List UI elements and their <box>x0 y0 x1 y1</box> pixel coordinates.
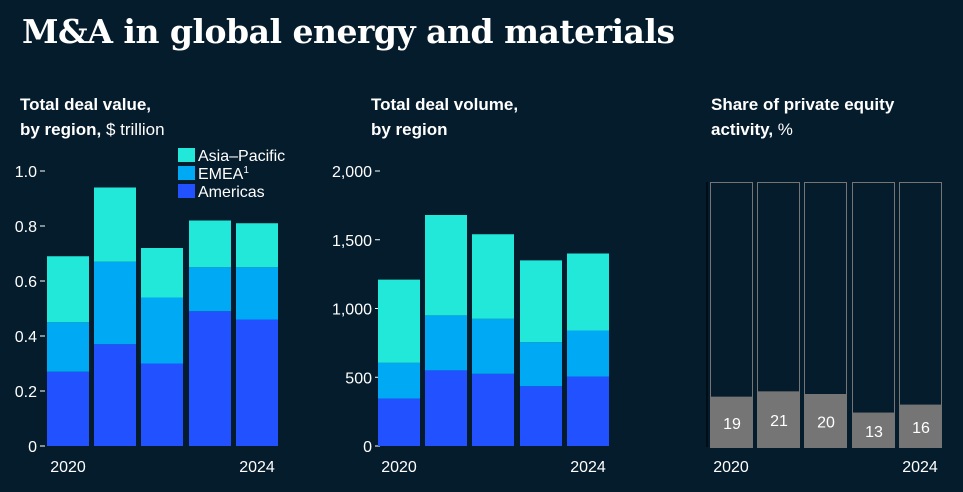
chart2-x-tick-label: 2024 <box>570 459 606 476</box>
chart1-bar-asia-pacific-2020 <box>47 256 89 323</box>
chart1-unit: $ trillion <box>101 120 165 139</box>
chart2-title-line1: Total deal volume, <box>371 95 519 114</box>
chart1-y-tick-label: 0.6 <box>15 274 37 291</box>
chart1-bar-emea-2021 <box>94 261 136 345</box>
chart1-x-tick-label: 2024 <box>239 459 275 476</box>
chart2-bar-emea-2024 <box>567 330 609 377</box>
chart3-bar-2022 <box>804 394 847 448</box>
chart3-bar-2023 <box>852 412 895 448</box>
chart2-x-tick-label: 2020 <box>381 459 417 476</box>
chart2-bar-americas-2020 <box>378 398 420 446</box>
legend-label-1: EMEA1 <box>198 165 249 183</box>
chart1-title-line1: Total deal value, <box>20 95 152 114</box>
chart2-bar-asia-pacific-2024 <box>567 253 609 331</box>
chart2-bar-asia-pacific-2022 <box>472 234 514 319</box>
chart2-bar-emea-2022 <box>472 318 514 374</box>
chart1-title: Total deal value, by region, $ trillion <box>20 92 165 142</box>
chart1-bar-emea-2023 <box>189 267 231 312</box>
chart2-y-tick-label: 1,000 <box>332 302 372 319</box>
chart2-bar-americas-2023 <box>520 386 562 446</box>
chart1-y-tick-label: 0.4 <box>15 329 37 346</box>
chart3-bar-2024 <box>899 404 942 448</box>
chart3-x-tick-label: 2020 <box>713 459 749 476</box>
chart1-bar-americas-2021 <box>94 344 136 446</box>
chart3-title-bold: activity, <box>711 120 774 139</box>
chart3-title: Share of private equity activity, % <box>711 92 894 142</box>
chart3-unit: % <box>773 120 793 139</box>
chart2-bar-americas-2022 <box>472 373 514 446</box>
chart1-title-line2: by region, $ trillion <box>20 117 165 142</box>
chart2-bar-americas-2024 <box>567 376 609 446</box>
chart1-bar-asia-pacific-2023 <box>189 220 231 268</box>
chart3-bar-2021 <box>757 391 800 448</box>
chart2-bar-asia-pacific-2023 <box>520 260 562 343</box>
legend-footnote: 1 <box>243 165 249 176</box>
chart1-bar-emea-2020 <box>47 322 89 372</box>
chart3-data-label: 21 <box>770 413 788 430</box>
chart2-bar-asia-pacific-2021 <box>425 215 467 316</box>
legend-swatch-2 <box>178 184 195 198</box>
chart2-bar-emea-2020 <box>378 362 420 399</box>
chart2-y-tick-label: 500 <box>345 370 372 387</box>
chart2-bar-americas-2021 <box>425 370 467 446</box>
chart1-bar-americas-2020 <box>47 371 89 446</box>
chart2-y-tick-label: 2,000 <box>332 164 372 181</box>
chart1-y-tick-label: 0 <box>28 439 37 456</box>
chart1-y-tick-label: 1.0 <box>15 164 37 181</box>
chart1-bar-asia-pacific-2024 <box>236 223 278 268</box>
chart2-y-tick-label: 0 <box>363 439 372 456</box>
chart1-title-bold: by region, <box>20 120 102 139</box>
legend-swatch-1 <box>178 166 195 180</box>
chart2-bar-emea-2021 <box>425 315 467 371</box>
chart1-bar-americas-2022 <box>141 363 183 446</box>
chart1-bar-americas-2023 <box>189 311 231 446</box>
legend-label-0: Asia–Pacific <box>198 148 285 165</box>
chart3-data-label: 16 <box>912 420 930 437</box>
chart1-bar-asia-pacific-2022 <box>141 248 183 298</box>
chart3-data-label: 20 <box>817 415 835 432</box>
chart1-bar-emea-2024 <box>236 267 278 320</box>
chart1-y-tick-label: 0.2 <box>15 384 37 401</box>
chart3-data-label: 19 <box>723 416 741 433</box>
legend-label-2: Americas <box>198 184 265 201</box>
chart3-data-label: 13 <box>865 424 883 441</box>
chart2-title-line2: by region <box>371 120 448 139</box>
chart1-bar-americas-2024 <box>236 319 278 446</box>
legend-swatch-0 <box>178 148 195 162</box>
chart1-x-tick-label: 2020 <box>50 459 86 476</box>
chart1-bar-asia-pacific-2021 <box>94 187 136 262</box>
chart3-title-line1: Share of private equity <box>711 95 895 114</box>
chart1-y-tick-label: 0.8 <box>15 219 37 236</box>
chart1-bar-emea-2022 <box>141 297 183 364</box>
chart3-x-tick-label: 2024 <box>902 459 938 476</box>
chart2-bar-asia-pacific-2020 <box>378 279 420 363</box>
chart3-bar-2020 <box>710 396 753 448</box>
chart3-box-2023 <box>852 182 895 448</box>
chart2-title: Total deal volume, by region <box>371 92 518 142</box>
chart2-bar-emea-2023 <box>520 342 562 387</box>
chart3-title-line2: activity, % <box>711 117 894 142</box>
page-title: M&A in global energy and materials <box>22 12 675 51</box>
chart2-y-tick-label: 1,500 <box>332 233 372 250</box>
